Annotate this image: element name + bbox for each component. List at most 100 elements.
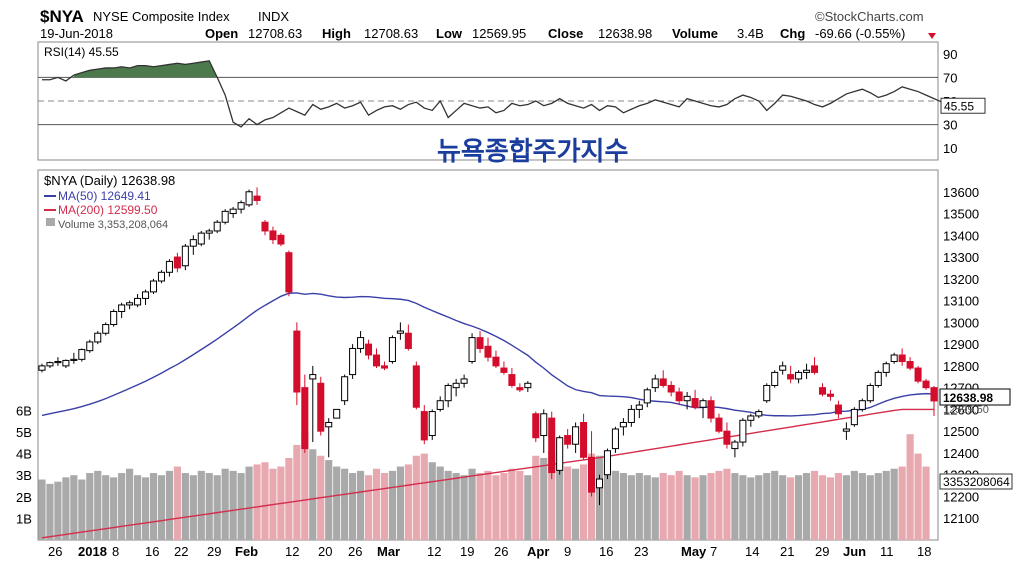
volume-bar [245, 466, 253, 540]
volume-bar [826, 477, 835, 540]
volume-tick-label: 4B [16, 447, 32, 462]
candle-down [675, 391, 683, 402]
volume-bar [556, 462, 564, 540]
volume-bar [141, 477, 150, 540]
volume-bar [675, 470, 683, 540]
candle-up [731, 441, 739, 450]
volume-bar [818, 475, 827, 540]
candle-up [70, 358, 78, 361]
price-tick-label: 13600 [943, 185, 979, 200]
candle-up [524, 382, 532, 389]
volume-bar [110, 477, 118, 540]
price-tick-label: 12200 [943, 489, 979, 504]
candle-down [301, 387, 309, 450]
candle-down [787, 374, 795, 380]
candle-down [372, 354, 381, 367]
candle-down [588, 456, 596, 493]
candle-up [94, 332, 102, 343]
volume-bar [364, 475, 373, 540]
candle-down [285, 252, 293, 293]
volume-value-box [939, 473, 1013, 490]
x-tick-label: Mar [377, 544, 400, 559]
x-tick-label: 26 [348, 544, 362, 559]
volume-bar [404, 464, 412, 540]
volume-bar [293, 444, 301, 540]
volume-bar [810, 470, 819, 540]
x-tick-label: 29 [207, 544, 221, 559]
candle-down [906, 361, 914, 369]
x-tick-label: 14 [745, 544, 759, 559]
price-tick-label: 13500 [943, 207, 979, 222]
quote-chg-label: Chg [780, 26, 805, 41]
volume-bar [540, 457, 548, 540]
quote-open-label: Open [205, 26, 238, 41]
price-tick-label: 12800 [943, 359, 979, 374]
x-tick-label: 9 [564, 544, 571, 559]
candle-up [118, 304, 126, 312]
candle-up [795, 371, 803, 380]
volume-bar [802, 473, 811, 540]
price-tick-label: 13400 [943, 228, 979, 243]
volume-bar [564, 466, 572, 540]
volume-bar [428, 462, 436, 540]
candle-up [779, 365, 787, 371]
candle-down [922, 380, 930, 389]
volume-bar [779, 475, 787, 540]
x-tick-label: 26 [494, 544, 508, 559]
candle-down [500, 367, 508, 373]
candle-up [858, 400, 866, 410]
volume-value-text: 3353208064 [943, 475, 1010, 489]
price-tick-label: 12600 [943, 402, 979, 417]
candle-up [396, 330, 404, 334]
volume-bar [54, 481, 62, 540]
volume-tick-label: 2B [16, 490, 32, 505]
candle-up [213, 221, 221, 232]
volume-bar [834, 473, 843, 540]
volume-bar [189, 475, 197, 540]
volume-bar [396, 466, 404, 540]
chart-header: $NYA NYSE Composite Index INDX ©StockCharts… [40, 7, 936, 41]
volume-bar [46, 483, 54, 540]
candle-up [197, 232, 205, 245]
candle-up [205, 230, 213, 234]
price-tick-label: 12100 [943, 511, 979, 526]
candle-up [627, 408, 635, 423]
price-tick-label: 12500 [943, 424, 979, 439]
volume-bar [197, 470, 205, 540]
candle-up [157, 271, 165, 282]
candle-up [444, 384, 452, 402]
candle-up [842, 428, 850, 432]
price-tick-label: 12900 [943, 337, 979, 352]
volume-bar [906, 434, 914, 540]
volume-bar [715, 470, 723, 540]
rsi-tick-label: 30 [943, 118, 957, 133]
x-axis: 26 2018 8 16 22 29 Feb 12 20 26 Mar 12 19 26 Apr 9 16 23 M… [48, 544, 931, 559]
volume-bar [890, 468, 898, 540]
x-tick-label: 23 [634, 544, 648, 559]
candle-down [508, 374, 516, 386]
volume-bar [516, 470, 524, 540]
volume-bar [532, 455, 540, 540]
volume-bar [86, 473, 94, 540]
candle-up [237, 202, 245, 210]
candle-up [699, 400, 707, 408]
volume-bar [763, 473, 771, 540]
volume-bar [372, 468, 381, 540]
volume-bar [133, 475, 142, 540]
rsi-value-box [940, 97, 986, 114]
candle-up [556, 437, 564, 471]
candle-up [595, 478, 604, 489]
candle-up [134, 297, 142, 306]
candle-up [651, 378, 659, 389]
volume-bar [213, 475, 221, 540]
candle-up [102, 324, 110, 334]
volume-swatch [46, 218, 55, 226]
volume-bar [102, 475, 110, 540]
price-tick-label: 13100 [943, 294, 979, 309]
quote-chg: -69.66 (-0.55%) [815, 26, 905, 41]
candle-down [516, 387, 524, 391]
candle-down [667, 384, 675, 393]
